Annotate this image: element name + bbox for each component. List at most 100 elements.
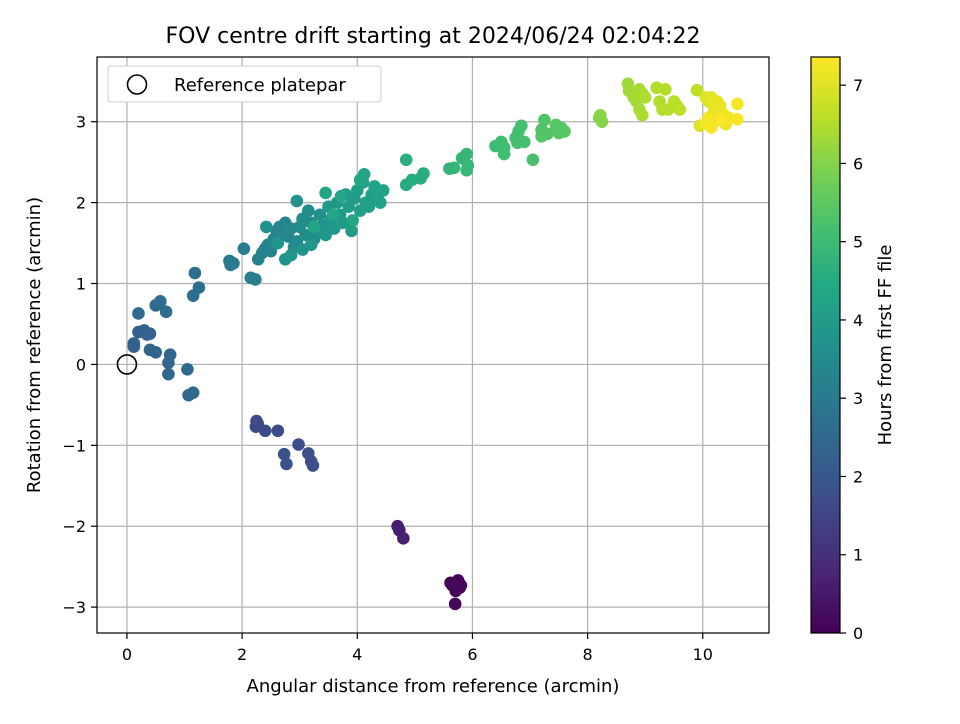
data-point — [284, 248, 298, 262]
data-point — [731, 112, 744, 126]
data-point — [162, 367, 175, 381]
data-point — [292, 438, 305, 451]
data-point — [526, 153, 540, 167]
data-point — [154, 295, 167, 308]
data-point — [460, 163, 473, 177]
data-point — [181, 362, 194, 376]
data-point — [224, 258, 237, 272]
data-point — [399, 153, 413, 167]
colorbar: 0 1 2 3 4 5 6 7 Hours from first FF file — [810, 56, 896, 643]
x-tick-label: 0 — [122, 645, 132, 664]
data-point — [249, 273, 262, 286]
data-point — [346, 214, 359, 227]
data-point — [690, 83, 704, 97]
data-point — [515, 119, 528, 133]
colorbar-gradient — [810, 56, 841, 634]
data-point — [306, 459, 320, 472]
data-point — [143, 327, 157, 340]
y-tick-label: 2 — [76, 194, 86, 213]
colorbar-tick-label: 1 — [853, 546, 863, 565]
y-tick-label: 1 — [76, 275, 86, 294]
data-point — [362, 200, 376, 213]
data-point — [132, 307, 145, 320]
colorbar-ticks: 0 1 2 3 4 5 6 7 — [840, 76, 863, 643]
colorbar-tick-label: 3 — [853, 389, 863, 408]
data-point — [714, 112, 728, 126]
data-point — [271, 424, 285, 438]
data-point — [307, 220, 321, 234]
data-point — [319, 228, 332, 242]
data-point — [374, 196, 387, 209]
data-point — [376, 184, 390, 197]
chart-title: FOV centre drift starting at 2024/06/24 … — [166, 24, 701, 49]
x-axis: 0 2 4 6 8 10 — [122, 633, 713, 664]
data-point — [705, 121, 718, 134]
x-tick-label: 6 — [467, 645, 477, 664]
data-point — [127, 337, 141, 350]
legend-reference-marker — [126, 74, 148, 95]
plot-frame — [96, 56, 770, 634]
legend-box — [107, 65, 382, 103]
data-point — [638, 91, 652, 104]
data-point — [271, 236, 285, 250]
x-tick-label: 8 — [583, 645, 593, 664]
data-point — [280, 457, 293, 471]
data-point — [326, 208, 340, 222]
legend: Reference platepar — [107, 65, 382, 103]
data-point — [636, 108, 649, 122]
data-point — [162, 356, 175, 370]
data-point — [345, 224, 358, 238]
data-point — [149, 345, 163, 359]
data-point — [259, 220, 273, 234]
colorbar-tick-label: 4 — [853, 311, 863, 330]
data-point — [313, 208, 327, 222]
y-tick-label: −2 — [62, 517, 86, 536]
data-point — [731, 97, 744, 111]
data-point — [304, 238, 318, 251]
data-point — [460, 147, 473, 161]
data-point — [538, 113, 551, 127]
y-tick-label: 0 — [76, 355, 86, 374]
data-point — [593, 108, 607, 122]
data-point — [353, 173, 367, 187]
colorbar-tick-label: 0 — [853, 624, 863, 643]
data-point — [417, 167, 430, 180]
x-tick-label: 4 — [352, 645, 362, 664]
data-point — [334, 189, 348, 203]
y-tick-label: 3 — [76, 113, 86, 132]
y-tick-label: −1 — [62, 436, 86, 455]
y-axis-label: Rotation from reference (arcmin) — [24, 197, 45, 493]
data-point — [159, 305, 173, 319]
data-point — [319, 186, 332, 200]
data-point — [558, 125, 571, 138]
y-tick-label: −3 — [62, 598, 86, 617]
legend-reference-label: Reference platepar — [174, 75, 346, 96]
x-tick-label: 2 — [237, 645, 247, 664]
data-point — [188, 266, 202, 280]
data-point — [447, 161, 461, 175]
data-point — [302, 204, 315, 218]
data-points — [127, 77, 744, 611]
reference-platepar-marker — [116, 354, 138, 375]
data-point — [494, 137, 508, 150]
data-point — [659, 83, 672, 96]
colorbar-tick-label: 7 — [853, 76, 863, 95]
data-point — [511, 136, 524, 150]
grid-lines — [97, 57, 769, 633]
data-point — [397, 532, 410, 545]
data-point — [186, 386, 200, 400]
data-point — [237, 242, 251, 256]
colorbar-tick-label: 5 — [853, 233, 863, 252]
data-point — [673, 103, 687, 116]
x-tick-label: 10 — [693, 645, 713, 664]
y-axis: −3 −2 −1 0 1 2 3 — [62, 113, 97, 617]
data-point — [192, 281, 206, 294]
data-point — [290, 194, 304, 208]
colorbar-tick-label: 2 — [853, 467, 863, 486]
data-point — [448, 597, 462, 611]
colorbar-tick-label: 6 — [853, 154, 863, 173]
data-point — [258, 424, 272, 438]
colorbar-label: Hours from first FF file — [875, 245, 896, 446]
data-point — [535, 129, 548, 143]
